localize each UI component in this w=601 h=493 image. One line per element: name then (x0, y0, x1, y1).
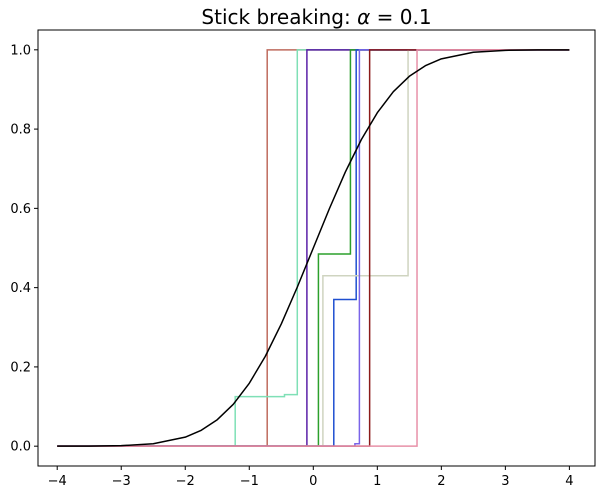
step-series-9 (57, 49, 570, 447)
y-tick-label: 0.6 (10, 202, 31, 217)
plot-frame (37, 29, 596, 467)
x-tick-label: 2 (437, 474, 445, 489)
step-series-2 (57, 49, 570, 447)
series-layer (57, 49, 570, 447)
x-tick-label: −1 (240, 474, 259, 489)
y-tick-label: 0.0 (10, 440, 31, 455)
reference-cdf-line (57, 49, 570, 447)
y-tick-label: 1.0 (10, 43, 31, 58)
title-alpha-symbol: α (357, 5, 370, 29)
x-tick-label: −2 (176, 474, 195, 489)
x-tick-label: −4 (48, 474, 67, 489)
chart-title: Stick breaking: α = 0.1 (201, 5, 431, 29)
title-alpha-value: = 0.1 (370, 5, 431, 29)
y-axis: 0.0 0.2 0.4 0.6 0.8 1.0 (10, 43, 38, 455)
x-tick-label: 3 (501, 474, 509, 489)
x-tick-label: 4 (565, 474, 573, 489)
y-tick-label: 0.8 (10, 123, 31, 138)
x-tick-label: 1 (373, 474, 381, 489)
title-text: Stick breaking: (201, 5, 357, 29)
x-tick-label: −3 (112, 474, 131, 489)
x-tick-label: 0 (309, 474, 317, 489)
y-tick-label: 0.4 (10, 281, 31, 296)
x-axis: −4 −3 −2 −1 0 1 2 3 4 (48, 466, 574, 489)
y-tick-label: 0.2 (10, 360, 31, 375)
